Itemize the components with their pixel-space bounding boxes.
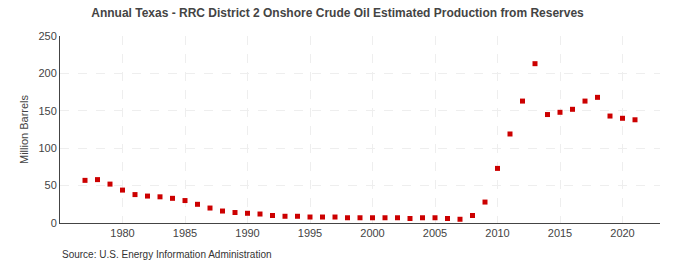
svg-text:Annual Texas - RRC District 2: Annual Texas - RRC District 2 Onshore Cr…	[91, 6, 584, 20]
svg-text:2020: 2020	[610, 227, 634, 239]
svg-text:0: 0	[51, 217, 57, 229]
svg-text:150: 150	[38, 105, 56, 117]
svg-text:1990: 1990	[235, 227, 259, 239]
svg-text:Million Barrels: Million Barrels	[18, 94, 30, 164]
svg-text:1995: 1995	[298, 227, 322, 239]
svg-text:250: 250	[38, 30, 56, 42]
svg-text:100: 100	[38, 142, 56, 154]
svg-text:Source: U.S. Energy Informatio: Source: U.S. Energy Information Administ…	[62, 249, 272, 260]
svg-text:1985: 1985	[173, 227, 197, 239]
svg-text:200: 200	[38, 67, 56, 79]
svg-text:1980: 1980	[110, 227, 134, 239]
svg-text:2005: 2005	[423, 227, 447, 239]
svg-text:2000: 2000	[360, 227, 384, 239]
svg-text:50: 50	[45, 179, 57, 191]
svg-text:2010: 2010	[485, 227, 509, 239]
svg-text:2015: 2015	[548, 227, 572, 239]
